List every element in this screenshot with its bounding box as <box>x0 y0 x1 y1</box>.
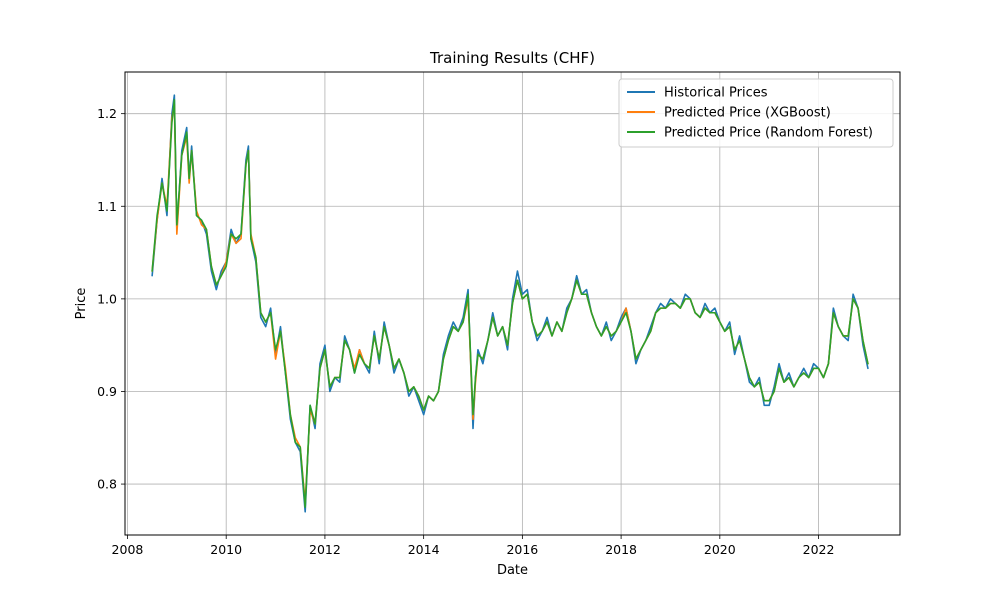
x-tick-label: 2014 <box>408 542 440 557</box>
axis-ticks: 2008 2010 2012 2014 2016 2018 2020 2022 0.8 0.9 1.… <box>97 106 834 557</box>
y-tick-label: 1.0 <box>97 291 117 306</box>
legend-label-0: Historical Prices <box>664 86 768 101</box>
y-tick-label: 1.2 <box>97 106 117 121</box>
x-tick-label: 2020 <box>704 542 736 557</box>
series-lines <box>151 94 869 513</box>
x-tick-label: 2018 <box>605 542 637 557</box>
x-axis-label: Date <box>497 563 528 578</box>
x-tick-label: 2008 <box>112 542 144 557</box>
y-tick-label: 1.1 <box>97 199 117 214</box>
y-axis-label: Price <box>74 288 89 320</box>
y-tick-label: 0.9 <box>97 384 117 399</box>
x-tick-label: 2022 <box>803 542 835 557</box>
legend-label-2: Predicted Price (Random Forest) <box>664 126 873 141</box>
x-tick-label: 2016 <box>506 542 538 557</box>
y-tick-label: 0.8 <box>97 477 117 492</box>
legend: Historical Prices Predicted Price (XGBoos… <box>618 78 894 148</box>
chart-title: Training Results (CHF) <box>429 49 595 67</box>
x-tick-label: 2010 <box>210 542 242 557</box>
legend-label-1: Predicted Price (XGBoost) <box>664 106 831 121</box>
plot-area-frame <box>124 71 901 536</box>
legend-box <box>618 78 894 148</box>
series-line-2 <box>151 98 869 509</box>
x-tick-label: 2012 <box>309 542 341 557</box>
